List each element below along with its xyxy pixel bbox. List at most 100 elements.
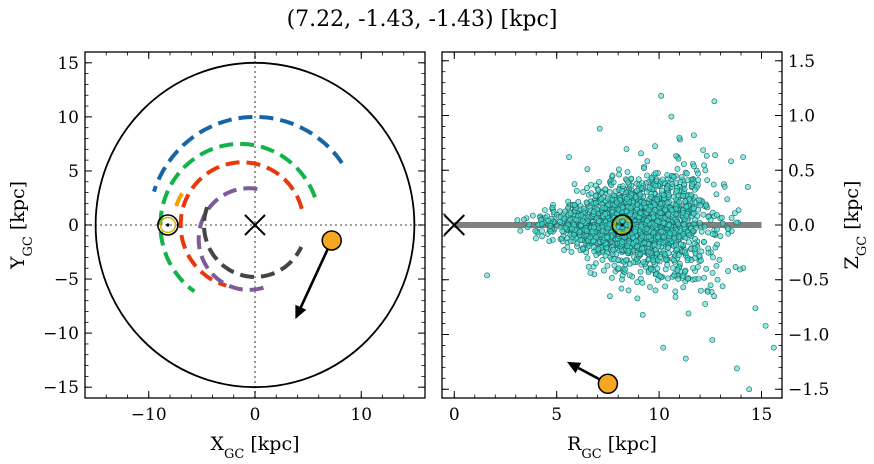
xy-xlabel: XGC [kpc] bbox=[210, 433, 299, 462]
rz-ytick-label: −0.5 bbox=[788, 271, 829, 291]
rz-star bbox=[658, 92, 665, 99]
rz-star bbox=[674, 166, 681, 172]
rz-star bbox=[641, 165, 647, 172]
rz-star bbox=[637, 251, 644, 258]
xy-velocity-arrow-head bbox=[295, 304, 307, 320]
rz-star bbox=[558, 235, 565, 242]
xy-sun-marker-ring bbox=[159, 216, 177, 234]
rz-star bbox=[647, 284, 653, 290]
rz-star bbox=[645, 207, 652, 213]
rz-star bbox=[546, 238, 553, 245]
rz-star bbox=[651, 242, 658, 249]
rz-star bbox=[672, 288, 679, 295]
rz-xtick-label: 10 bbox=[648, 405, 670, 425]
rz-star bbox=[709, 231, 716, 238]
rz-star bbox=[640, 259, 647, 266]
rz-star bbox=[615, 265, 622, 272]
rz-ytick-label: 0.5 bbox=[788, 161, 815, 181]
rz-star bbox=[664, 199, 671, 206]
rz-star bbox=[713, 191, 720, 198]
rz-star bbox=[587, 234, 594, 241]
rz-star bbox=[584, 166, 591, 173]
rz-star bbox=[737, 266, 744, 273]
rz-star bbox=[683, 213, 690, 219]
rz-star bbox=[643, 189, 650, 196]
rz-star bbox=[661, 251, 668, 257]
rz-star bbox=[707, 282, 714, 289]
rz-star bbox=[577, 237, 584, 244]
rz-star bbox=[696, 252, 703, 259]
xy-arm-arm_dark bbox=[202, 206, 304, 279]
rz-star bbox=[692, 235, 698, 242]
rz-star bbox=[728, 215, 735, 221]
rz-star bbox=[724, 196, 731, 203]
xy-arm-arm_blue bbox=[152, 114, 344, 193]
rz-star bbox=[690, 205, 697, 212]
rz-star bbox=[573, 216, 580, 223]
rz-star bbox=[712, 152, 719, 159]
rz-star bbox=[725, 268, 731, 274]
rz-star bbox=[731, 210, 738, 217]
rz-star bbox=[514, 217, 521, 224]
rz-star bbox=[626, 260, 633, 267]
rz-star bbox=[691, 240, 698, 247]
rz-star bbox=[611, 262, 618, 269]
rz-star bbox=[570, 231, 577, 238]
rz-star bbox=[584, 255, 591, 262]
figure-title: (7.22, -1.43, -1.43) [kpc] bbox=[287, 7, 558, 32]
rz-cluster-marker bbox=[597, 373, 619, 395]
rz-star bbox=[632, 228, 639, 235]
rz-star bbox=[618, 285, 625, 292]
rz-star bbox=[589, 228, 596, 235]
rz-star bbox=[592, 260, 599, 267]
xy-ytick-label: 15 bbox=[57, 54, 79, 74]
rz-star bbox=[714, 276, 721, 283]
rz-star bbox=[641, 239, 648, 246]
rz-velocity-arrow-head bbox=[566, 361, 582, 374]
rz-star bbox=[701, 274, 708, 281]
rz-star bbox=[529, 212, 536, 219]
xy-ytick-label: −15 bbox=[43, 378, 79, 398]
rz-star bbox=[635, 176, 642, 183]
rz-ylabel: ZGC [kpc] bbox=[841, 181, 870, 270]
rz-star bbox=[676, 233, 683, 240]
rz-star bbox=[634, 187, 640, 194]
rz-star bbox=[619, 239, 626, 245]
rz-star bbox=[691, 163, 697, 170]
rz-star bbox=[669, 265, 676, 271]
xy-xtick-label: −10 bbox=[131, 405, 167, 425]
xy-xtick-label: 10 bbox=[350, 405, 372, 425]
rz-star bbox=[583, 199, 590, 206]
rz-star bbox=[637, 191, 644, 198]
rz-star bbox=[691, 245, 698, 252]
rz-star bbox=[596, 125, 603, 132]
rz-star bbox=[682, 198, 689, 205]
rz-star bbox=[670, 174, 677, 181]
rz-star bbox=[690, 228, 697, 234]
rz-star bbox=[668, 207, 675, 214]
rz-star bbox=[590, 244, 597, 251]
rz-star bbox=[675, 275, 682, 282]
rz-star bbox=[701, 162, 707, 169]
rz-star bbox=[712, 244, 719, 251]
rz-star bbox=[588, 190, 595, 197]
rz-star bbox=[609, 172, 616, 179]
rz-star bbox=[608, 274, 615, 281]
rz-star bbox=[686, 239, 692, 246]
rz-star bbox=[696, 220, 703, 226]
rz-star bbox=[654, 196, 660, 203]
rz-star bbox=[658, 228, 665, 235]
rz-star bbox=[580, 205, 587, 212]
rz-star bbox=[607, 293, 613, 300]
rz-star bbox=[650, 257, 657, 263]
rz-star bbox=[571, 181, 578, 188]
rz-star bbox=[665, 211, 672, 218]
rz-star bbox=[686, 195, 693, 202]
xy-arm-arm_green bbox=[158, 141, 317, 293]
rz-star bbox=[599, 257, 606, 263]
rz-star bbox=[718, 214, 725, 221]
rz-star bbox=[587, 181, 594, 188]
rz-star bbox=[637, 268, 644, 275]
rz-star bbox=[770, 344, 777, 351]
rz-star bbox=[704, 177, 711, 184]
